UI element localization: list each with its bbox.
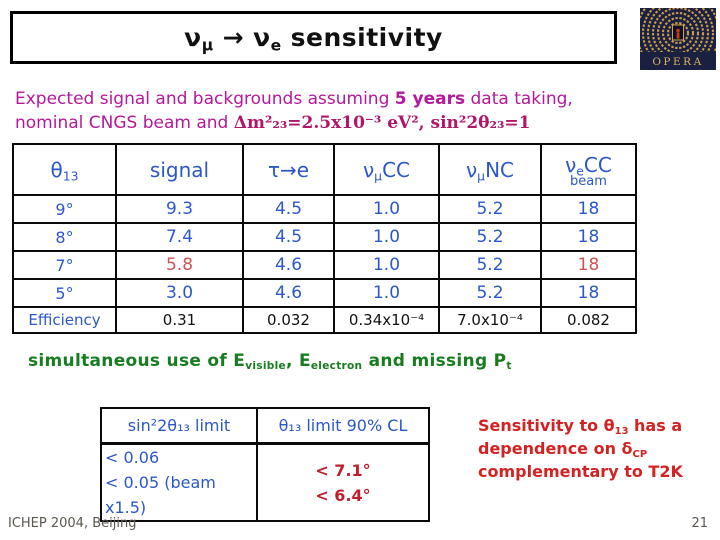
intro-text: Expected signal and backgrounds assuming…	[15, 87, 695, 135]
intro-line1: Expected signal and backgrounds assuming…	[15, 89, 573, 109]
intro-line2: nominal CNGS beam and Δm²₂₃=2.5x10⁻³ eV²…	[15, 113, 531, 133]
efficiency-row: Efficiency 0.31 0.032 0.34x10⁻⁴ 7.0x10⁻⁴ 0…	[12, 306, 637, 334]
limits-header-row: sin²2θ₁₃ limit θ₁₃ limit 90% CL	[100, 407, 430, 445]
sensitivity-note: Sensitivity to θ13 has a dependence on δ…	[478, 416, 683, 481]
col-header-signal: signal	[115, 143, 244, 196]
limits-table: sin²2θ₁₃ limit θ₁₃ limit 90% CL < 0.06 <…	[100, 407, 430, 522]
table-row: 5° 3.0 4.6 1.0 5.2 18	[12, 278, 637, 308]
col-header-numu-nc: νμNC	[438, 143, 542, 196]
table-row: 7° 5.8 4.6 1.0 5.2 18	[12, 250, 637, 280]
footer-venue: ICHEP 2004, Beijing	[8, 516, 137, 531]
limits-header-theta: θ₁₃ limit 90% CL	[256, 407, 430, 445]
beam-note: beam	[570, 173, 607, 189]
arrow-icon: →	[222, 23, 245, 52]
col-header-tau-e: τ→e	[242, 143, 335, 196]
table-row: 9° 9.3 4.5 1.0 5.2 18	[12, 194, 637, 224]
page-number: 21	[691, 516, 708, 531]
oscillation-parameters: Δm²₂₃=2.5x10⁻³ eV², sin²2θ₂₃=1	[233, 113, 531, 133]
limits-values-theta: < 7.1° < 6.4°	[256, 442, 430, 522]
opera-logo: OPERA	[640, 8, 716, 70]
table-row: 8° 7.4 4.5 1.0 5.2 18	[12, 222, 637, 252]
col-header-numu-cc: νμCC	[333, 143, 440, 196]
slide-title-box: νμ → νe sensitivity	[10, 11, 617, 64]
col-header-theta13: θ13	[12, 143, 117, 196]
logo-text: OPERA	[652, 56, 703, 68]
logo-figure	[676, 28, 680, 39]
limits-values-row: < 0.06 < 0.05 (beam x1.5) < 7.1° < 6.4°	[100, 442, 430, 522]
limits-header-sin: sin²2θ₁₃ limit	[100, 407, 258, 445]
signal-background-table: θ13 signal τ→e νμCC νμNC νeCC beam 9° 9.3…	[12, 143, 637, 334]
slide-title: νμ → νe sensitivity	[184, 23, 443, 55]
analysis-variables-line: simultaneous use of Evisible, Eelectron …	[28, 351, 512, 373]
limits-values-sin: < 0.06 < 0.05 (beam x1.5)	[100, 442, 258, 522]
col-header-nue-cc-beam: νeCC beam	[540, 143, 637, 196]
table-header-row: θ13 signal τ→e νμCC νμNC νeCC beam	[12, 143, 637, 196]
